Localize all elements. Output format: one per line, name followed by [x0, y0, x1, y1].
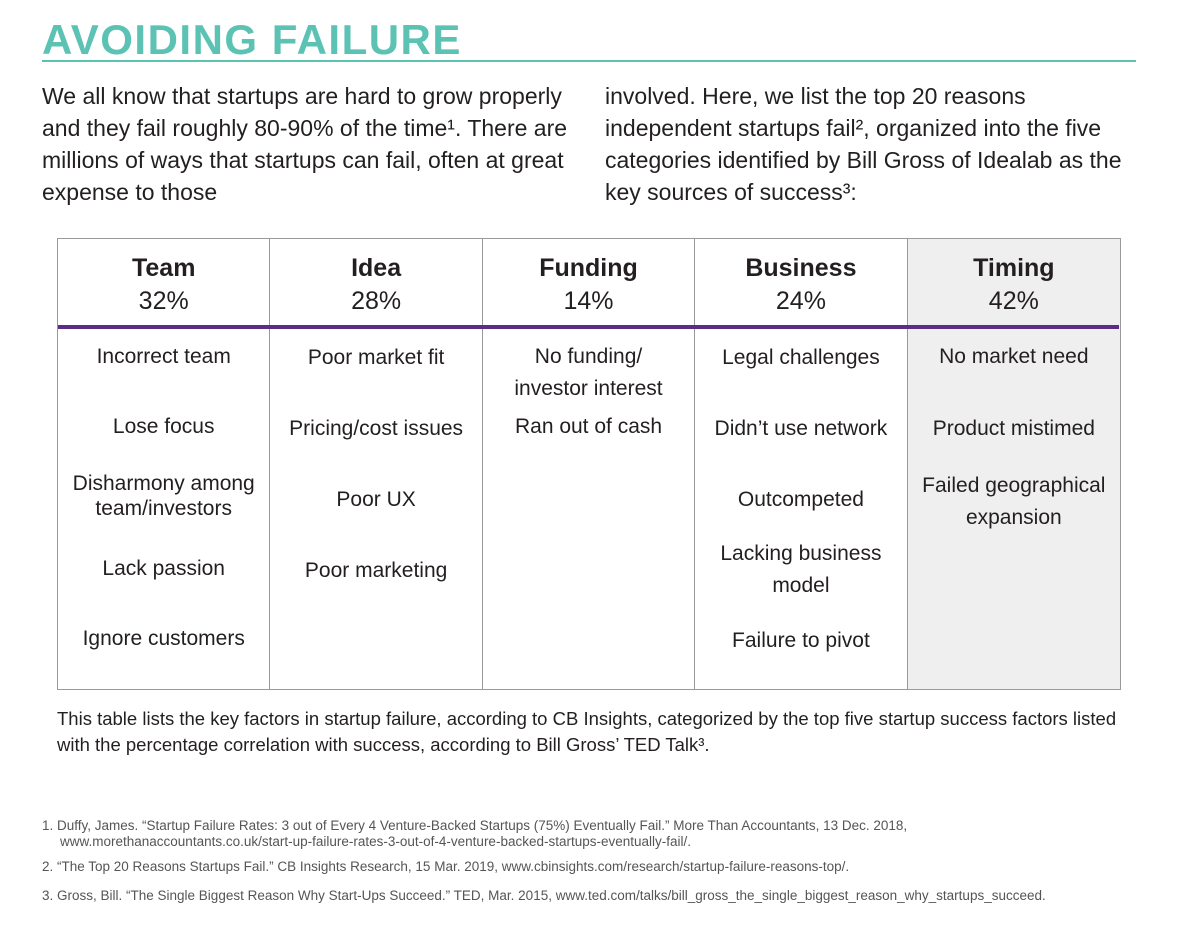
column-name: Funding — [539, 254, 638, 282]
intro-paragraph-right: involved. Here, we list the top 20 reaso… — [605, 83, 1122, 205]
table-cell: Lack passion — [102, 557, 225, 580]
table-cell: Ignore customers — [82, 627, 245, 650]
column-header: Team 32% — [58, 249, 269, 315]
table-cell: Lacking business model — [720, 542, 882, 597]
table-cell: Product mistimed — [932, 417, 1095, 440]
table-cell: No funding/ investor interest — [514, 345, 663, 400]
intro-paragraph-left: We all know that startups are hard to gr… — [42, 83, 568, 205]
footnote-1-line-2: www.morethanaccountants.co.uk/start-up-f… — [60, 834, 692, 849]
column-idea: Idea 28% Poor market fit Pricing/cost is… — [270, 239, 483, 689]
column-name: Business — [745, 254, 857, 282]
table-cell: Failure to pivot — [732, 629, 870, 652]
table-cell: Poor UX — [336, 488, 416, 511]
column-timing: Timing 42% No market need Product mistim… — [907, 239, 1121, 689]
table-cell: Poor market fit — [307, 346, 445, 369]
failure-factors-table: Team 32% Incorrect team Lose focus Disha… — [57, 238, 1121, 690]
table-cell: Outcompeted — [737, 488, 864, 511]
column-header: Idea 28% — [270, 249, 481, 315]
title-underline — [42, 60, 1136, 62]
column-funding: Funding 14% No funding/ investor interes… — [483, 239, 696, 689]
table-cell: Poor marketing — [304, 559, 448, 582]
table-cell: Ran out of cash — [514, 415, 663, 438]
footnote-1-line-1: 1. Duffy, James. “Startup Failure Rates:… — [42, 818, 908, 833]
table-cell: Pricing/cost issues — [289, 417, 464, 440]
table-caption: This table lists the key factors in star… — [57, 708, 1117, 755]
column-name: Team — [131, 254, 196, 282]
column-percentage: 24% — [775, 287, 826, 315]
column-header: Business 24% — [695, 249, 906, 315]
column-header: Timing 42% — [908, 249, 1120, 315]
column-business: Business 24% Legal challenges Didn’t use… — [695, 239, 908, 689]
footnote-3: 3. Gross, Bill. “The Single Biggest Reas… — [42, 888, 1046, 903]
footnote-2: 2. “The Top 20 Reasons Startups Fail.” C… — [42, 859, 850, 874]
column-header: Funding 14% — [483, 249, 694, 315]
table-cell: Legal challenges — [722, 346, 880, 369]
table-cell: Didn’t use network — [714, 417, 888, 440]
page-title: AVOIDING FAILURE — [42, 16, 462, 63]
table-cell: No market need — [939, 345, 1089, 368]
table-cell: Lose focus — [112, 415, 215, 438]
header-divider — [58, 325, 1119, 329]
table-cell: Incorrect team — [96, 345, 231, 368]
footnote-1: 1. Duffy, James. “Startup Failure Rates:… — [42, 818, 1162, 850]
column-name: Idea — [351, 254, 402, 282]
column-percentage: 28% — [351, 287, 402, 315]
table-cell: Failed geographical expansion — [922, 474, 1106, 529]
column-team: Team 32% Incorrect team Lose focus Disha… — [58, 239, 271, 689]
column-percentage: 14% — [563, 287, 614, 315]
column-percentage: 42% — [988, 287, 1039, 315]
column-percentage: 32% — [138, 287, 189, 315]
column-name: Timing — [973, 254, 1055, 282]
table-cell: Disharmony among team/investors — [72, 472, 255, 520]
